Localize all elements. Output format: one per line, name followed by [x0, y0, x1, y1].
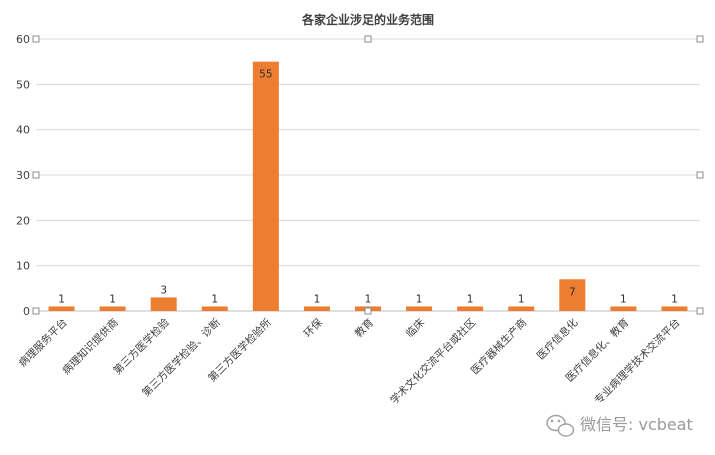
bar	[99, 306, 126, 311]
bars	[48, 61, 688, 311]
bar	[150, 297, 177, 311]
y-tick-label: 20	[16, 214, 30, 227]
data-label: 1	[518, 293, 525, 305]
chart-title: 各家企业涉足的业务范围	[301, 12, 434, 27]
data-label: 7	[569, 286, 576, 298]
resize-handle[interactable]	[696, 35, 704, 43]
bar	[303, 306, 330, 311]
data-label: 1	[620, 293, 627, 305]
x-category-label: 教育	[352, 316, 376, 340]
resize-handle[interactable]	[696, 307, 704, 315]
bar	[559, 279, 586, 311]
bar	[457, 306, 484, 311]
resize-handle[interactable]	[32, 35, 40, 43]
bar	[406, 306, 433, 311]
data-label: 55	[259, 69, 272, 81]
data-label: 3	[160, 284, 167, 296]
gridlines	[36, 38, 700, 312]
y-tick-label: 0	[23, 305, 30, 318]
x-category-label: 学术文化交流平台或社区	[387, 316, 478, 407]
x-category-label: 病理服务平台	[16, 316, 70, 370]
resize-handle[interactable]	[364, 307, 372, 315]
y-tick-label: 60	[16, 33, 30, 46]
resize-handle[interactable]	[32, 307, 40, 315]
bar	[661, 306, 688, 311]
y-tick-label: 40	[16, 124, 30, 137]
y-tick-label: 50	[16, 78, 30, 91]
data-label: 1	[416, 293, 423, 305]
x-category-label: 临床	[403, 316, 427, 340]
data-label: 1	[671, 293, 678, 305]
watermark: 微信号: vcbeat	[546, 414, 693, 437]
bar	[252, 61, 279, 311]
selection-handles[interactable]	[32, 35, 704, 315]
y-axis: 0 10 20 30 40 50 60	[16, 33, 30, 318]
data-label: 1	[211, 293, 218, 305]
bar	[508, 306, 535, 311]
bar	[201, 306, 228, 311]
data-labels: 1 1 3 1 55 1 1 1 1 1 7 1 1	[58, 69, 678, 306]
x-category-label: 专业病理学技术交流平台	[592, 316, 683, 407]
watermark-text: 微信号: vcbeat	[580, 415, 693, 434]
resize-handle[interactable]	[696, 171, 704, 179]
y-tick-label: 30	[16, 169, 30, 182]
y-tick-label: 10	[16, 260, 30, 273]
bar	[610, 306, 637, 311]
data-label: 1	[314, 293, 321, 305]
data-label: 1	[58, 293, 65, 305]
x-category-label: 环保	[301, 316, 325, 340]
resize-handle[interactable]	[32, 171, 40, 179]
data-label: 1	[467, 293, 474, 305]
wechat-icon	[546, 414, 575, 437]
resize-handle[interactable]	[364, 35, 372, 43]
x-category-label: 医疗信息化	[534, 316, 581, 363]
data-label: 1	[365, 293, 372, 305]
bar	[48, 306, 75, 311]
data-label: 1	[109, 293, 116, 305]
